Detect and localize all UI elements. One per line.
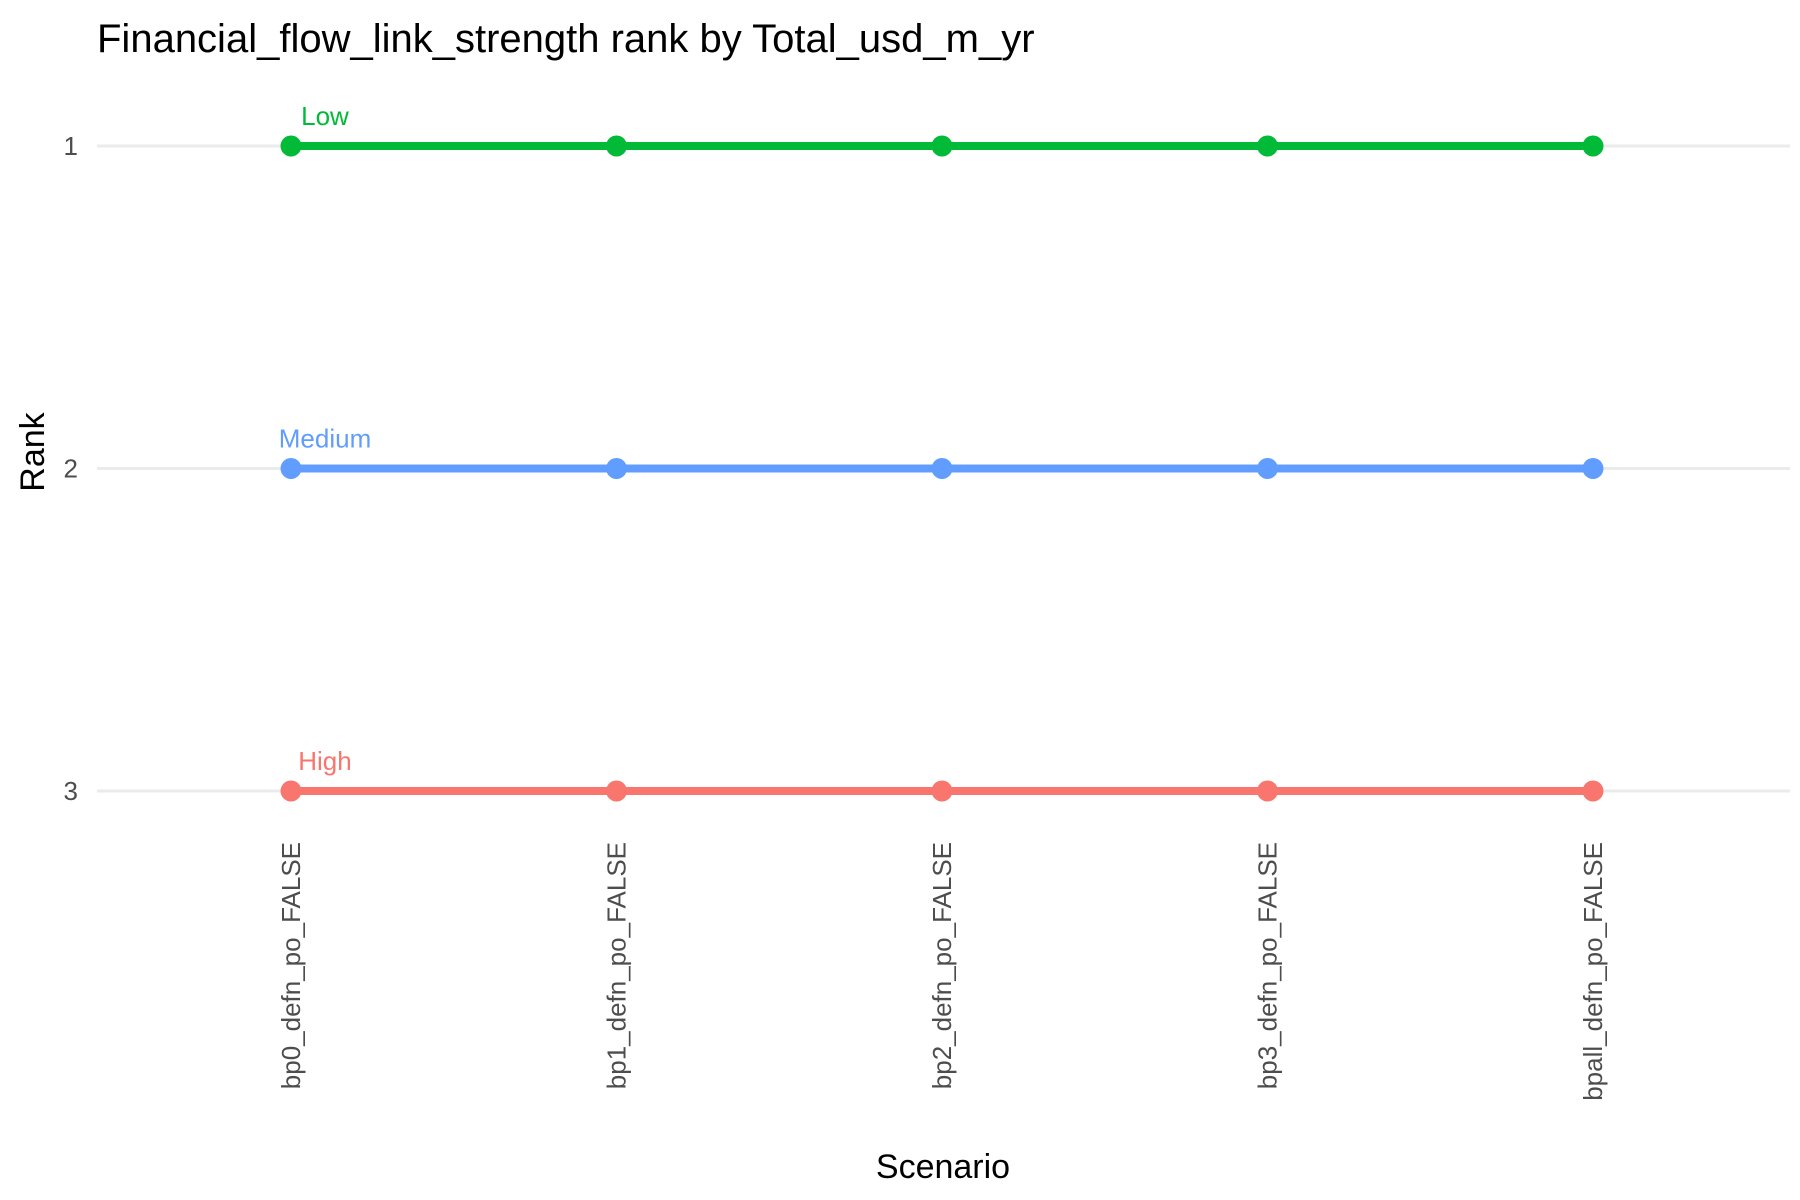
data-point xyxy=(1582,458,1604,479)
y-tick-label: 2 xyxy=(64,454,78,484)
y-tick-label: 1 xyxy=(64,131,78,161)
series-label: Medium xyxy=(279,424,371,454)
data-point xyxy=(1257,135,1278,157)
data-point xyxy=(280,458,302,479)
data-point xyxy=(280,135,302,157)
series-high: High xyxy=(280,746,1604,802)
y-axis-title: Rank xyxy=(14,411,52,491)
series-label: High xyxy=(298,746,351,776)
data-point xyxy=(931,135,953,157)
x-tick-label: bpall_defn_po_FALSE xyxy=(1578,842,1608,1101)
data-point xyxy=(606,135,627,157)
data-point xyxy=(606,458,627,479)
y-tick-labels: 1 2 3 xyxy=(64,131,78,806)
series-low: Low xyxy=(280,101,1604,157)
data-point xyxy=(1582,135,1604,157)
data-point xyxy=(1582,780,1604,802)
series-label: Low xyxy=(301,101,349,131)
chart-title: Financial_flow_link_strength rank by Tot… xyxy=(97,17,1035,61)
x-tick-label: bp3_defn_po_FALSE xyxy=(1253,842,1283,1089)
series-group: Low Medium High xyxy=(279,101,1604,802)
series-medium: Medium xyxy=(279,424,1604,479)
data-point xyxy=(1257,458,1278,479)
x-tick-label: bp0_defn_po_FALSE xyxy=(276,842,306,1089)
data-point xyxy=(931,780,953,802)
x-tick-label: bp1_defn_po_FALSE xyxy=(602,842,632,1089)
x-axis-title: Scenario xyxy=(876,1148,1010,1186)
data-point xyxy=(280,780,302,802)
x-tick-label: bp2_defn_po_FALSE xyxy=(927,842,957,1089)
data-point xyxy=(606,780,627,802)
data-point xyxy=(1257,780,1278,802)
y-tick-label: 3 xyxy=(64,776,78,806)
x-tick-labels: bp0_defn_po_FALSE bp1_defn_po_FALSE bp2_de… xyxy=(276,842,1608,1101)
data-point xyxy=(931,458,953,479)
